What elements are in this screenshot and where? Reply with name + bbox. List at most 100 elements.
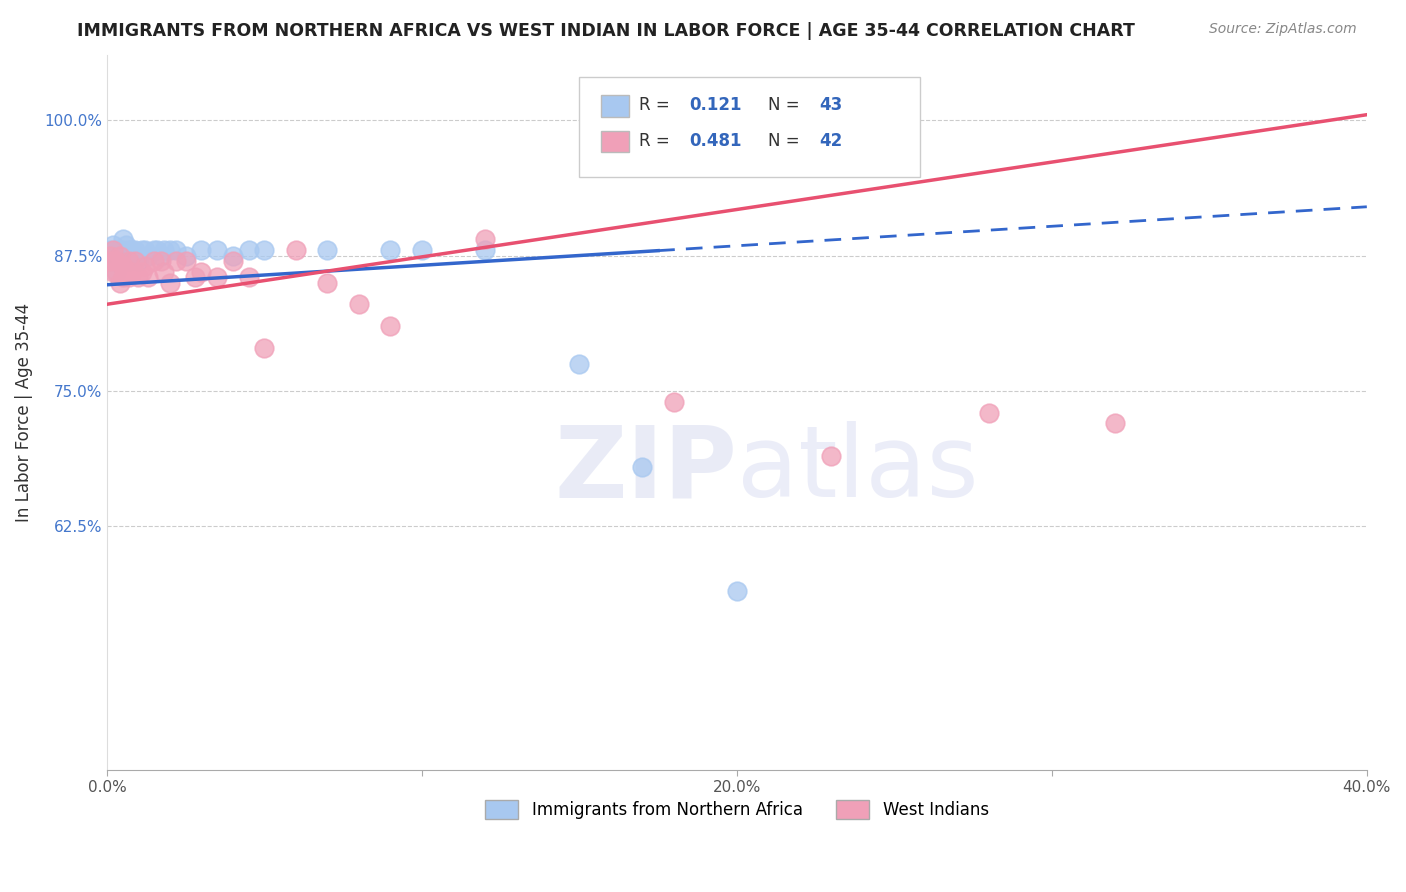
Y-axis label: In Labor Force | Age 35-44: In Labor Force | Age 35-44 [15, 303, 32, 522]
Point [152, 243, 174, 257]
Point [98, 243, 121, 257]
Point [111, 243, 134, 257]
Point [127, 270, 149, 285]
Text: atlas: atlas [737, 421, 979, 518]
Point [98, 248, 121, 262]
Point [222, 248, 245, 262]
Point [631, 459, 654, 474]
Text: 43: 43 [818, 96, 842, 114]
Text: N =: N = [769, 132, 806, 150]
Point [165, 243, 187, 257]
Point [127, 248, 149, 262]
FancyBboxPatch shape [600, 131, 628, 153]
Point [118, 254, 141, 268]
Point [136, 248, 159, 262]
Point [725, 584, 748, 599]
Point [205, 270, 228, 285]
Point [105, 254, 128, 268]
Point [98, 254, 121, 268]
Point [174, 248, 197, 262]
Text: R =: R = [638, 132, 675, 150]
Point [108, 248, 131, 262]
Point [118, 243, 141, 257]
Text: 42: 42 [818, 132, 842, 150]
Point [474, 232, 496, 246]
Point [127, 254, 149, 268]
Point [111, 232, 134, 246]
Point [600, 156, 623, 170]
Point [136, 270, 159, 285]
Point [134, 260, 156, 274]
Point [124, 254, 146, 268]
Text: N =: N = [769, 96, 806, 114]
Text: IMMIGRANTS FROM NORTHERN AFRICA VS WEST INDIAN IN LABOR FORCE | AGE 35-44 CORREL: IMMIGRANTS FROM NORTHERN AFRICA VS WEST … [77, 22, 1135, 40]
Point [977, 406, 1000, 420]
Point [149, 248, 172, 262]
Text: 0.481: 0.481 [689, 132, 741, 150]
Point [174, 254, 197, 268]
FancyBboxPatch shape [579, 77, 920, 177]
Point [222, 254, 245, 268]
Point [898, 113, 921, 128]
Point [347, 297, 370, 311]
Point [134, 243, 156, 257]
Point [131, 243, 153, 257]
Point [124, 243, 146, 257]
Point [105, 265, 128, 279]
Point [411, 243, 433, 257]
Text: Source: ZipAtlas.com: Source: ZipAtlas.com [1209, 22, 1357, 37]
Point [568, 357, 591, 371]
Point [159, 243, 181, 257]
Point [253, 341, 276, 355]
Point [111, 254, 134, 268]
Point [380, 243, 402, 257]
Point [474, 243, 496, 257]
Point [121, 265, 143, 279]
Point [820, 449, 842, 463]
Point [152, 265, 174, 279]
Text: 0.121: 0.121 [689, 96, 741, 114]
Point [121, 243, 143, 257]
Point [1104, 417, 1126, 431]
Point [108, 243, 131, 257]
Point [238, 270, 260, 285]
Point [108, 276, 131, 290]
Point [111, 270, 134, 285]
Point [115, 265, 138, 279]
Point [105, 243, 128, 257]
Point [662, 394, 685, 409]
Point [115, 248, 138, 262]
Point [284, 243, 307, 257]
Point [108, 248, 131, 262]
Point [103, 243, 125, 257]
Point [146, 243, 169, 257]
Point [205, 243, 228, 257]
Point [143, 243, 166, 257]
Point [103, 265, 125, 279]
Point [143, 254, 166, 268]
Point [380, 318, 402, 333]
Text: R =: R = [638, 96, 675, 114]
Point [190, 265, 212, 279]
Point [98, 248, 121, 262]
Point [149, 254, 172, 268]
Point [131, 265, 153, 279]
Point [118, 254, 141, 268]
Point [184, 270, 207, 285]
Point [238, 243, 260, 257]
Point [316, 276, 339, 290]
Point [105, 265, 128, 279]
Point [121, 248, 143, 262]
Point [111, 260, 134, 274]
Point [105, 254, 128, 268]
Point [103, 254, 125, 268]
Point [165, 254, 187, 268]
Point [159, 276, 181, 290]
Text: ZIP: ZIP [554, 421, 737, 518]
Legend: Immigrants from Northern Africa, West Indians: Immigrants from Northern Africa, West In… [478, 793, 995, 826]
Point [253, 243, 276, 257]
Point [190, 243, 212, 257]
Point [118, 270, 141, 285]
Point [316, 243, 339, 257]
Point [115, 237, 138, 252]
